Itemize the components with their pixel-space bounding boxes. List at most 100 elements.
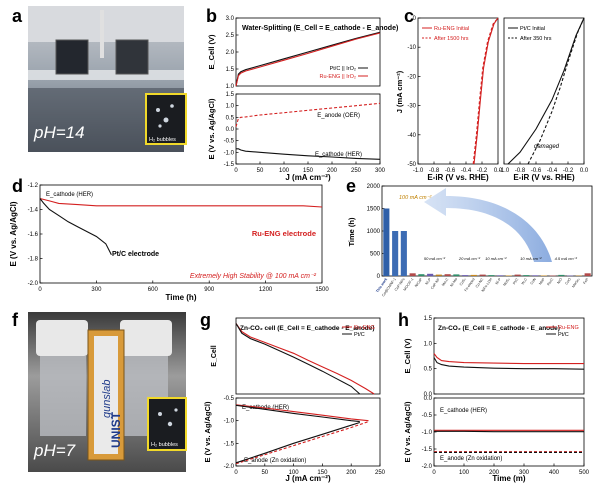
panel-b-bottom-ytick-label-3: 0.0 bbox=[226, 127, 235, 133]
panel-label-d: d bbox=[12, 176, 23, 196]
panel-e-ytick-label-2: 1000 bbox=[367, 229, 381, 235]
panel-e-bar-8 bbox=[453, 274, 460, 276]
panel-b-bottom-xtick-label-4: 200 bbox=[327, 168, 338, 174]
panel-label-b: b bbox=[206, 6, 217, 26]
panel-b-bottom-series-0 bbox=[235, 102, 381, 127]
panel-d-xtick-label-4: 1200 bbox=[259, 287, 273, 293]
panel-b-bottom-xtick-label-1: 50 bbox=[257, 168, 264, 174]
panel-c-right-series-1 bbox=[527, 17, 585, 165]
panel-d-xtick-label-3: 900 bbox=[204, 287, 215, 293]
panel-g-legend-1: Ru-ENG bbox=[354, 325, 375, 331]
panel-g-bottom-xtick-label-1: 50 bbox=[261, 470, 268, 476]
panel-g-title: Zn-CO₂ cell (E_Cell = E_cathode - E_anod… bbox=[240, 325, 375, 332]
panel-g-legend-2: Pt/C bbox=[354, 332, 365, 338]
panel-e-bar-6 bbox=[435, 274, 442, 276]
panel-d: E (V vs. Ag/AgCl) Time (h) E_cathode (HE… bbox=[9, 183, 329, 302]
panel-c-right-xtick-label-4: -0.2 bbox=[563, 168, 574, 174]
panel-b-top-ytick-label-1: 1.5 bbox=[226, 67, 235, 73]
panel-c-left-ytick-label-1: -40 bbox=[407, 133, 416, 139]
panel-h-bottom-ytick-label-3: -0.5 bbox=[422, 413, 433, 419]
panel-g-bottom-ylabel: E (V vs. Ag/AgCl) bbox=[203, 401, 212, 462]
panel-c-ylabel: J (mA cm⁻²) bbox=[395, 70, 404, 113]
panel-e-group-label-1: 20 mA cm⁻² bbox=[458, 256, 481, 261]
panel-e-bar-19 bbox=[549, 275, 556, 277]
panel-e-category-label-3: MOCIF-1 bbox=[403, 277, 415, 291]
panel-g-bottom-series-3 bbox=[235, 421, 360, 464]
panel-e-bar-7 bbox=[444, 274, 451, 276]
panel-d-annot-stability: Extremely High Stability @ 100 mA cm⁻² bbox=[190, 273, 317, 280]
panel-c-left-legend-2: After 1500 hrs bbox=[434, 36, 469, 42]
panel-c-right-xlabel: E-iR (V vs. RHE) bbox=[513, 173, 575, 182]
panel-e-bar-14 bbox=[505, 275, 512, 276]
panel-d-xlabel: Time (h) bbox=[166, 293, 197, 302]
panel-e-category-label-6: CoP-NF bbox=[430, 277, 441, 291]
panel-e-category-label-2: CoP-NPs bbox=[394, 277, 406, 292]
panel-e-category-label-16: W₂C bbox=[521, 277, 529, 286]
panel-g-bottom-ytick-label-3: -0.5 bbox=[224, 396, 235, 402]
panel-e-category-label-13: Ni-P bbox=[495, 277, 503, 286]
panel-e-ytick-label-0: 0 bbox=[377, 274, 381, 280]
panel-h-bottom-xtick-label-2: 200 bbox=[489, 470, 500, 476]
panel-b-title: Water-Splitting (E_Cell = E_cathode - E_… bbox=[242, 25, 398, 32]
panel-g: Zn-CO₂ cell (E_Cell = E_cathode - E_anod… bbox=[203, 317, 386, 483]
panel-h-xlabel: Time (m) bbox=[492, 474, 526, 483]
panel-e-bar-15 bbox=[514, 274, 521, 276]
panel-e-bar-11 bbox=[479, 274, 486, 276]
panel-b-legend-2: Ru-ENG || IrO₂ bbox=[320, 74, 356, 80]
panel-e-bar-13 bbox=[497, 275, 504, 276]
panel-h-bottom-xtick-label-3: 300 bbox=[519, 470, 530, 476]
panel-d-xtick-label-5: 1500 bbox=[315, 287, 329, 293]
panel-h-legend-2: Pt/C bbox=[558, 332, 569, 338]
panel-h-bottom-xtick-label-1: 100 bbox=[459, 470, 470, 476]
panel-h-title: Zn-CO₂ (E_Cell = E_cathode - E_anode) bbox=[438, 325, 560, 332]
panel-b-bottom-series-1 bbox=[236, 148, 381, 160]
photo-a-inset-text: H₂ bubbles bbox=[149, 137, 176, 143]
panel-h-bottom-ytick-label-4: 0.0 bbox=[424, 396, 433, 402]
panel-h-annot-anode: E_anode (Zn oxidation) bbox=[440, 456, 502, 462]
panel-b-bottom-xtick-label-3: 150 bbox=[303, 168, 314, 174]
panel-e-arrow bbox=[424, 188, 552, 262]
panel-e-category-label-20: NiO bbox=[556, 277, 563, 285]
panel-c-left-xlabel: E-iR (V vs. RHE) bbox=[427, 173, 489, 182]
panel-g-bottom-xtick-label-4: 200 bbox=[346, 470, 357, 476]
panel-d-series-0 bbox=[39, 197, 323, 208]
photo-f-ph-text: pH=7 bbox=[33, 441, 76, 460]
panel-e-bar-1 bbox=[392, 231, 399, 276]
panel-e-bar-9 bbox=[462, 275, 469, 276]
panel-label-f: f bbox=[12, 310, 19, 330]
panel-h: Zn-CO₂ (E_Cell = E_cathode - E_anode) E_… bbox=[403, 316, 590, 483]
panel-g-bottom-xtick-label-0: 0 bbox=[234, 470, 238, 476]
panel-b-xlabel: J (mA cm⁻²) bbox=[285, 173, 331, 182]
panel-d-ylabel: E (V vs. Ag/AgCl) bbox=[9, 201, 18, 266]
panel-h-top-ytick-label-0: 0.0 bbox=[424, 392, 433, 398]
panel-g-annot-anode: E_anode (Zn oxidation) bbox=[244, 458, 306, 464]
panel-c-left-ytick-label-4: -10 bbox=[407, 45, 416, 51]
panel-c-right-legend-2: After 350 hrs bbox=[520, 36, 552, 42]
panel-e-ytick-label-1: 500 bbox=[370, 252, 381, 258]
panel-h-top-series-0 bbox=[433, 353, 584, 365]
panel-d-xtick-label-0: 0 bbox=[38, 287, 42, 293]
panel-e-bar-18 bbox=[540, 275, 547, 276]
panel-b-top-ytick-label-0: 1.0 bbox=[226, 84, 235, 90]
panel-label-h: h bbox=[398, 310, 409, 330]
photo-a-ph-text: pH=14 bbox=[33, 123, 85, 142]
photo-f: gunslab UNIST H₂ bubbles pH=7 bbox=[28, 312, 187, 472]
panel-e-bar-16 bbox=[523, 275, 530, 276]
panel-c-left-ytick-label-2: -30 bbox=[407, 104, 416, 110]
panel-e-bar-17 bbox=[532, 275, 539, 276]
panel-b-top-ytick-label-3: 2.5 bbox=[226, 33, 235, 39]
panel-e-category-label-18: MoP bbox=[538, 277, 546, 286]
panel-e-category-label-17: CoN bbox=[530, 277, 538, 286]
panel-e-ytick-label-4: 2000 bbox=[367, 184, 381, 190]
panel-h-top-ylabel: E_Cell (V) bbox=[403, 338, 412, 374]
panel-b-legend-1: Pt/C || IrO₂ bbox=[330, 66, 356, 72]
panel-b-bottom-ytick-label-2: -0.5 bbox=[224, 139, 235, 145]
panel-b-bottom-xtick-label-6: 300 bbox=[375, 168, 386, 174]
panel-b: Water-Splitting (E_Cell = E_cathode - E_… bbox=[207, 16, 398, 182]
panel-b-top-ylabel: E_Cell (V) bbox=[207, 34, 216, 70]
panel-g-bottom-series-1 bbox=[235, 404, 360, 423]
panel-label-e: e bbox=[346, 176, 356, 196]
panel-h-bottom-ytick-label-2: -1.0 bbox=[422, 430, 433, 436]
photo-a: H₂ bubbles pH=14 bbox=[28, 6, 187, 152]
